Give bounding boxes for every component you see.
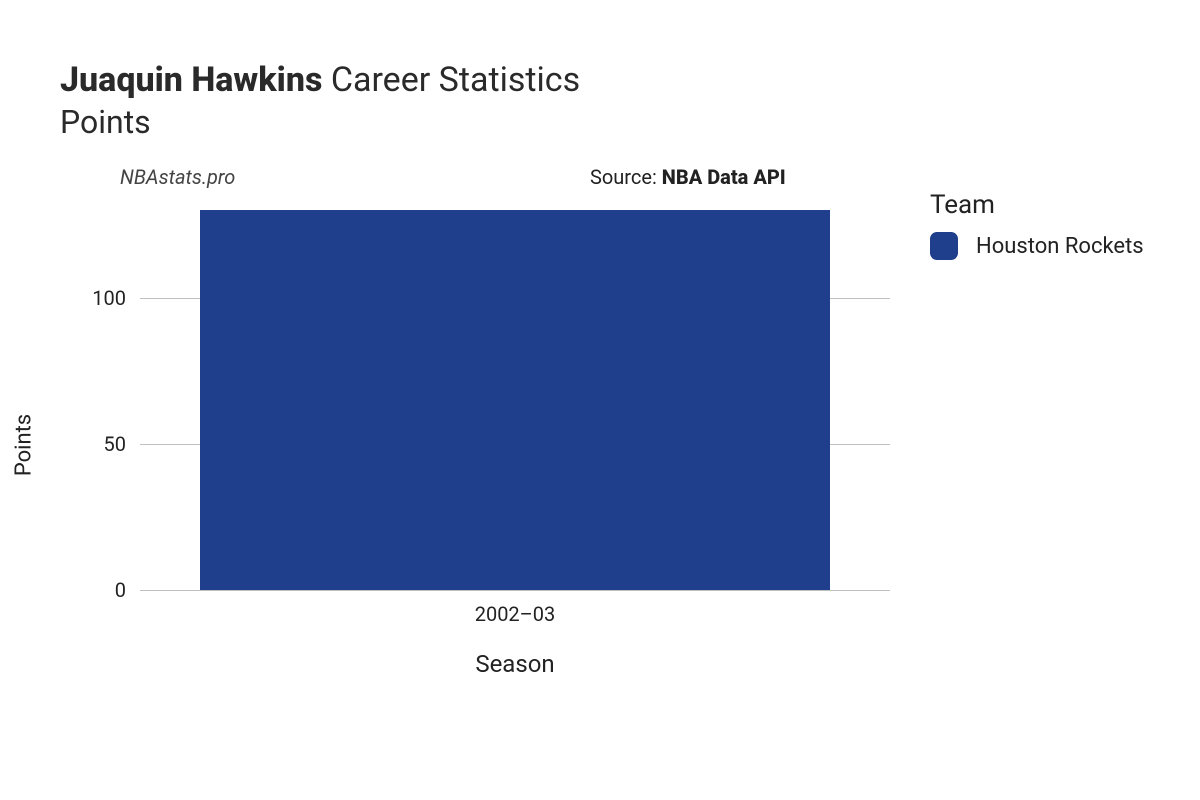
bar: [200, 210, 830, 590]
legend-label: Houston Rockets: [976, 234, 1144, 259]
source-prefix: Source:: [590, 165, 662, 189]
title-player-name: Juaquin Hawkins: [60, 60, 322, 100]
plot-region: 0501002002–03: [140, 210, 890, 590]
legend: Team Houston Rockets: [930, 190, 1190, 260]
legend-swatch: [930, 232, 958, 260]
title-suffix: Career Statistics: [331, 60, 580, 100]
chart-area: Points 0501002002–03 Season Team Houston…: [60, 210, 1140, 680]
y-tick-label: 100: [92, 286, 140, 310]
chart-title: Juaquin Hawkins Career Statistics: [60, 60, 1160, 101]
legend-items: Houston Rockets: [930, 232, 1190, 260]
watermark-text: NBAstats.pro: [120, 165, 235, 189]
x-axis-label: Season: [140, 650, 890, 678]
y-axis-label: Points: [12, 414, 37, 476]
legend-title: Team: [930, 190, 1190, 220]
source-name: NBA Data API: [662, 165, 786, 189]
chart-subtitle: Points: [60, 103, 1160, 141]
y-tick-label: 0: [115, 578, 140, 602]
grid-line: [140, 590, 890, 591]
y-tick-label: 50: [104, 432, 140, 456]
chart-container: Juaquin Hawkins Career Statistics Points…: [0, 0, 1200, 800]
x-tick-label: 2002–03: [475, 602, 556, 626]
legend-item: Houston Rockets: [930, 232, 1190, 260]
title-block: Juaquin Hawkins Career Statistics Points: [60, 60, 1160, 141]
source-text: Source: NBA Data API: [590, 165, 786, 189]
